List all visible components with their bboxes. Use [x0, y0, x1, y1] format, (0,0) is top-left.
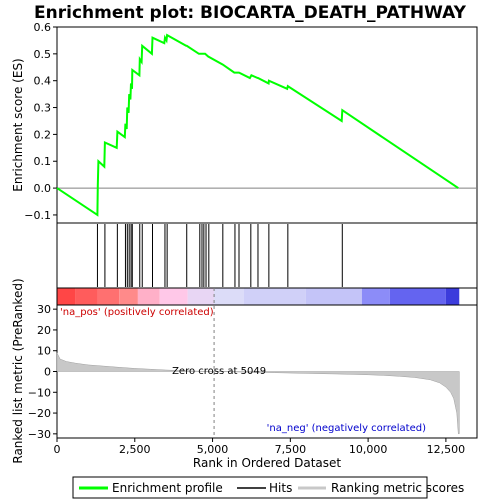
heat-bar-segment	[305, 288, 362, 305]
metric-y-tick-label: 30	[37, 303, 51, 316]
legend-metric-label: Ranking metric scores	[331, 481, 464, 495]
enrichment-profile-line	[56, 33, 459, 217]
positive-correlation-label: 'na_pos' (positively correlated)	[60, 307, 214, 318]
heat-bar-segment	[57, 288, 76, 305]
heat-bar-segment	[187, 288, 215, 305]
metric-panel: −30 −20 −10 0 10 20 30 0 2,500 5,000 7,500 10,000 1…	[11, 278, 478, 470]
hit-lines	[96, 224, 343, 287]
es-y-axis: −0.1 0.0 0.1 0.2 0.3 0.4 0.5 0.6	[24, 21, 57, 222]
x-tick-label: 5,000	[197, 443, 229, 456]
legend-enrichment-label: Enrichment profile	[112, 481, 223, 495]
es-y-tick-label: 0.3	[34, 102, 52, 115]
metric-y-tick-label: 10	[37, 345, 51, 358]
heat-bar-segment	[243, 288, 306, 305]
legend: Enrichment profile Hits Ranking metric s…	[72, 476, 464, 499]
ranking-metric-area	[56, 352, 460, 435]
heat-bar-segment	[361, 288, 390, 305]
es-y-tick-label: 0.1	[34, 155, 52, 168]
heat-bar-segment	[389, 288, 446, 305]
es-y-tick-label: 0.2	[34, 128, 52, 141]
metric-y-axis: −30 −20 −10 0 10 20 30	[28, 303, 57, 441]
heat-bar-segment	[214, 288, 244, 305]
heat-bar-segment	[445, 288, 460, 305]
heat-bar-segment	[159, 288, 188, 305]
metric-y-tick-label: 0	[44, 366, 51, 379]
heat-bar-segment	[137, 288, 160, 305]
negative-correlation-label: 'na_neg' (negatively correlated)	[267, 423, 426, 434]
heat-bar-segment	[119, 288, 138, 305]
hits-panel-frame	[56, 222, 478, 289]
x-axis-label: Rank in Ordered Dataset	[193, 456, 341, 470]
metric-y-label: Ranked list metric (PreRanked)	[11, 278, 25, 463]
metric-y-tick-label: −20	[28, 407, 51, 420]
x-tick-label: 0	[54, 443, 61, 456]
x-tick-label: 7,500	[275, 443, 307, 456]
es-y-tick-label: 0.5	[34, 48, 52, 61]
x-axis: 0 2,500 5,000 7,500 10,000 12,500	[54, 438, 466, 456]
x-tick-label: 10,000	[349, 443, 388, 456]
metric-y-tick-label: 20	[37, 324, 51, 337]
metric-y-tick-label: −30	[28, 428, 51, 441]
zero-cross-label: Zero cross at 5049	[172, 366, 266, 377]
es-y-tick-label: 0.6	[34, 21, 52, 34]
es-y-label: Enrichment score (ES)	[11, 58, 25, 191]
es-y-tick-label: −0.1	[24, 209, 51, 222]
es-y-tick-label: 0.0	[34, 182, 52, 195]
es-panel-frame	[56, 26, 478, 224]
legend-hits-label: Hits	[269, 481, 292, 495]
x-tick-label: 2,500	[119, 443, 151, 456]
es-panel: −0.1 0.0 0.1 0.2 0.3 0.4 0.5 0.6 Enrichment sco…	[11, 21, 478, 224]
heat-bar-segment	[97, 288, 120, 305]
heat-bar-segment	[75, 288, 98, 305]
es-y-tick-label: 0.4	[34, 75, 52, 88]
x-tick-label: 12,500	[427, 443, 466, 456]
ranking-heat-bar	[56, 287, 478, 306]
hits-panel	[56, 222, 478, 289]
chart-title: Enrichment plot: BIOCARTA_DEATH_PATHWAY	[34, 3, 467, 23]
metric-y-tick-label: −10	[28, 386, 51, 399]
